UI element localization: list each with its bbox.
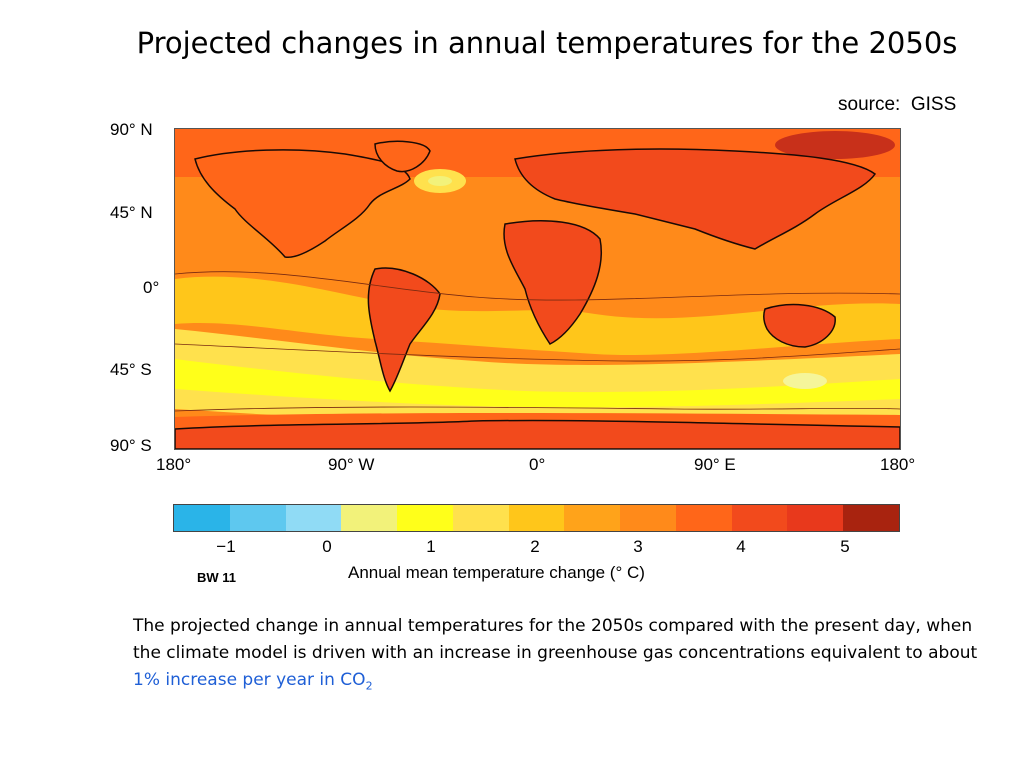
caption: The projected change in annual temperatu… xyxy=(133,613,983,699)
lon-label-90w: 90° W xyxy=(328,455,375,474)
antarctica xyxy=(175,419,900,449)
lat-label-equator: 0° xyxy=(143,278,160,297)
colorbar-segment xyxy=(285,505,342,531)
colorbar-tick: 4 xyxy=(736,537,746,556)
lon-label-180w: 180° xyxy=(156,455,192,474)
colorbar-segment xyxy=(731,505,788,531)
colorbar-segment xyxy=(675,505,732,531)
eurasia xyxy=(514,148,877,250)
colorbar-segment xyxy=(174,505,230,531)
colorbar-segment xyxy=(452,505,509,531)
colorbar-tick: 5 xyxy=(840,537,850,556)
southern-ocean-core xyxy=(175,359,900,408)
south-pacific-low xyxy=(783,373,827,389)
lat-label-45s: 45° S xyxy=(110,360,152,379)
colorbar-segment xyxy=(341,505,398,531)
north-america xyxy=(194,149,411,259)
source-label: source: GISS xyxy=(838,94,957,115)
caption-highlight: 1% increase per year in CO2 xyxy=(133,670,373,693)
australia xyxy=(762,303,836,348)
lat-label-90s: 90° S xyxy=(110,436,152,455)
colorbar-tick: 0 xyxy=(322,537,332,556)
lon-label-180e: 180° xyxy=(880,455,916,474)
south-america xyxy=(367,267,441,393)
colorbar-segment xyxy=(620,505,676,531)
colorbar-label: Annual mean temperature change (° C) xyxy=(348,563,645,582)
caption-text: The projected change in annual temperatu… xyxy=(133,616,978,663)
africa xyxy=(503,220,603,345)
colorbar-tick: 1 xyxy=(426,537,436,556)
greenland xyxy=(374,140,431,173)
colorbar-segment xyxy=(508,505,565,531)
colorbar-segment xyxy=(787,505,844,531)
colorbar-tick: 2 xyxy=(530,537,540,556)
colorbar xyxy=(173,504,900,532)
colorbar-segment xyxy=(843,505,899,531)
lat-label-90n: 90° N xyxy=(110,120,153,139)
colorbar-segment xyxy=(229,505,286,531)
colorbar-tick: −1 xyxy=(216,537,236,556)
lon-label-90e: 90° E xyxy=(694,455,736,474)
lon-label-0: 0° xyxy=(529,455,546,474)
figure-tag: BW 11 xyxy=(197,570,237,585)
colorbar-segment xyxy=(564,505,621,531)
temperature-change-map xyxy=(174,128,901,450)
page-title: Projected changes in annual temperatures… xyxy=(136,26,958,60)
lat-label-45n: 45° N xyxy=(110,203,153,222)
colorbar-tick: 3 xyxy=(633,537,643,556)
siberia-hotspot xyxy=(775,131,895,159)
colorbar-segment xyxy=(397,505,453,531)
